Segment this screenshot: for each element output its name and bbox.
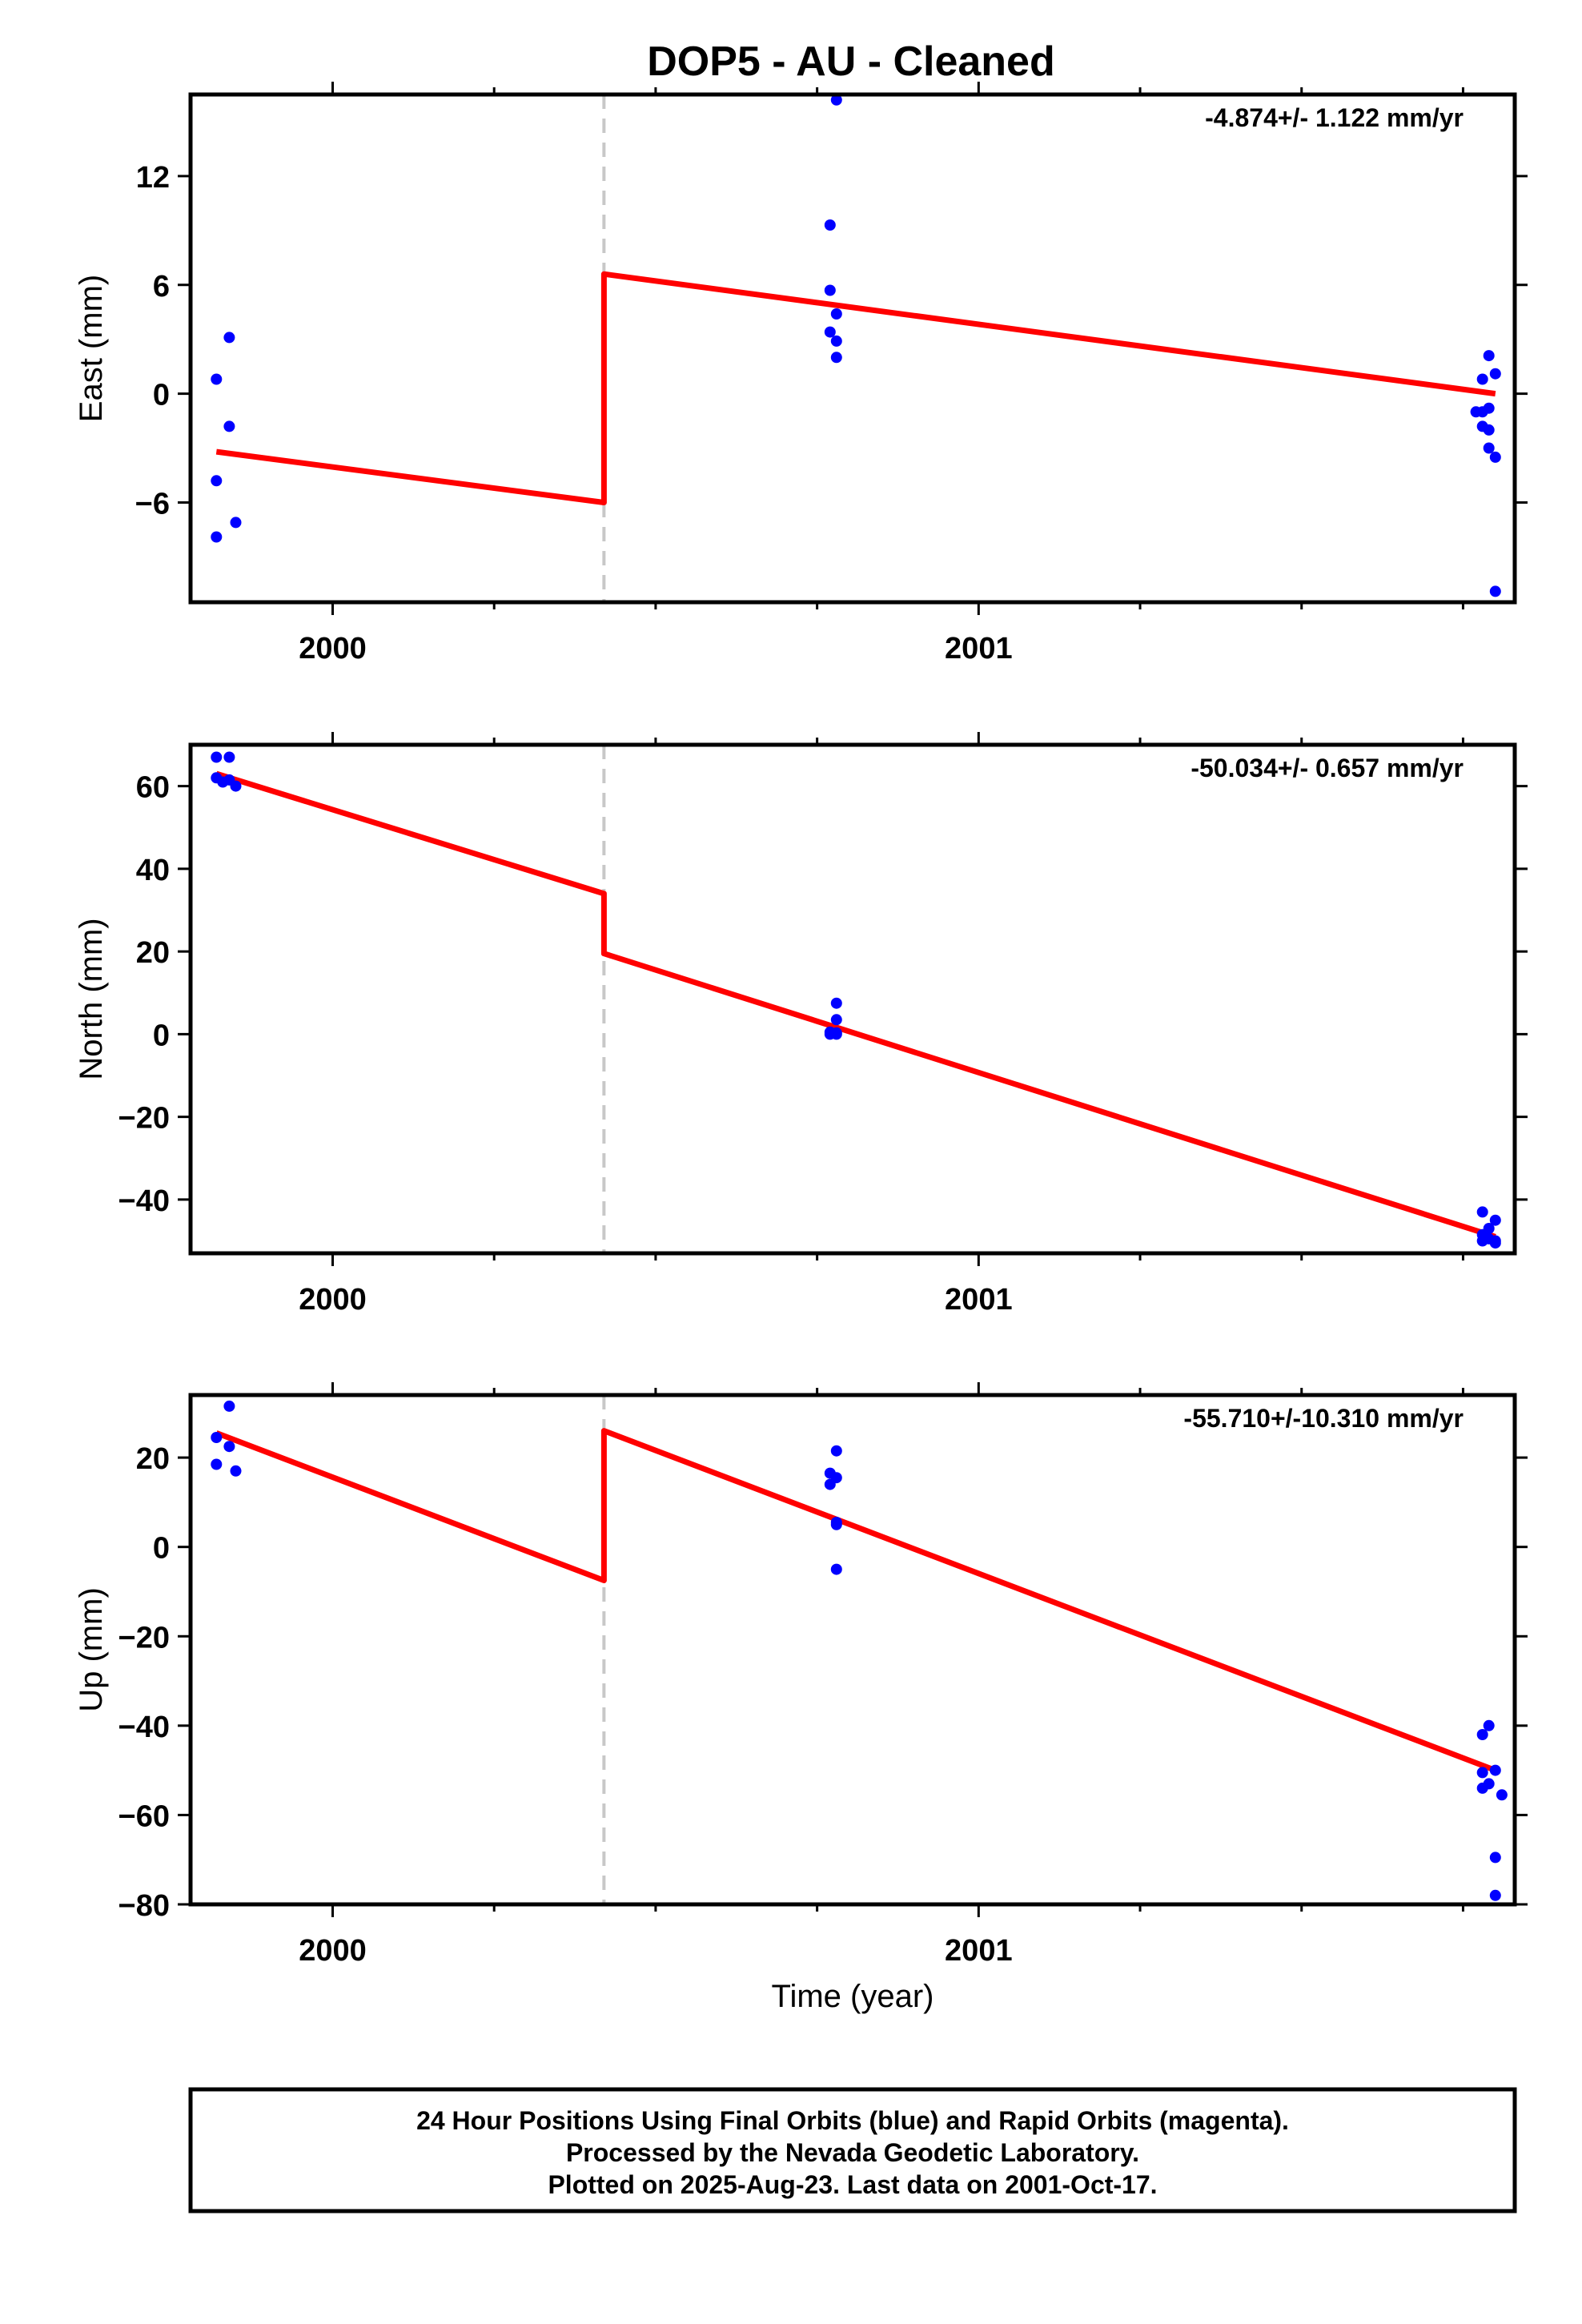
rate-label: -4.874+/- 1.122 mm/yr (1205, 103, 1464, 132)
rate-label: -55.710+/-10.310 mm/yr (1183, 1404, 1464, 1433)
figure-title: DOP5 - AU - Cleaned (647, 38, 1055, 85)
y-tick-label: −60 (118, 1799, 170, 1833)
y-tick-label: 6 (153, 270, 170, 304)
data-point (830, 352, 842, 364)
data-point (211, 373, 223, 385)
data-point (223, 1441, 235, 1453)
panel-3: −80 −60 −40 −20 0 20 2000 2001 -55.710+/-10.310 … (74, 1382, 1528, 2014)
data-point (830, 308, 842, 320)
model-fit-line (215, 770, 1496, 1240)
data-point (1489, 585, 1501, 597)
footer-line-2: Processed by the Nevada Geodetic Laborat… (566, 2138, 1139, 2167)
x-tick-label: 2001 (945, 1934, 1013, 1968)
data-point (1489, 451, 1501, 463)
y-axis-label: East (mm) (74, 275, 109, 422)
data-point (1489, 1852, 1501, 1864)
y-axis-label: North (mm) (74, 918, 109, 1080)
data-point (830, 1014, 842, 1026)
data-point (1476, 1235, 1488, 1247)
y-tick-label: 20 (136, 936, 170, 970)
plot-frame (188, 92, 1517, 605)
data-point (211, 1458, 223, 1470)
data-point (1489, 1237, 1501, 1249)
data-point (230, 517, 242, 529)
y-tick-label: 0 (153, 1019, 170, 1052)
y-tick-label: 0 (153, 379, 170, 412)
data-point (830, 997, 842, 1009)
plot-frame (188, 1393, 1517, 1907)
data-point (1489, 1214, 1501, 1226)
data-point (1489, 368, 1501, 380)
y-tick-label: −40 (118, 1711, 170, 1744)
data-point (830, 1445, 842, 1457)
data-point (223, 751, 235, 763)
y-axis-label: Up (mm) (74, 1587, 109, 1712)
data-point (211, 475, 223, 487)
y-tick-label: −20 (118, 1102, 170, 1136)
y-tick-label: −40 (118, 1184, 170, 1218)
rate-label: -50.034+/- 0.657 mm/yr (1191, 754, 1464, 782)
data-point (1483, 350, 1495, 362)
y-tick-label: 0 (153, 1532, 170, 1566)
footer-line-1: 24 Hour Positions Using Final Orbits (bl… (416, 2106, 1289, 2135)
data-point (223, 1400, 235, 1412)
y-tick-label: 20 (136, 1442, 170, 1476)
data-point (830, 94, 842, 106)
model-fit-line (215, 271, 1496, 505)
data-point (211, 531, 223, 543)
panel-1: −6 0 6 12 2000 2001 -4.874+/- 1.122 mm/yr East … (74, 82, 1528, 665)
data-point (1483, 402, 1495, 414)
data-point (830, 335, 842, 347)
data-point (1476, 1767, 1488, 1779)
x-tick-label: 2000 (299, 1283, 367, 1317)
data-point (824, 1478, 836, 1490)
x-axis-label: Time (year) (772, 1979, 934, 2014)
data-point (1476, 1729, 1488, 1740)
footer-line-3: Plotted on 2025-Aug-23. Last data on 200… (548, 2170, 1157, 2199)
data-point (824, 326, 836, 338)
data-point (1489, 1889, 1501, 1901)
data-point (1476, 373, 1488, 385)
y-tick-label: 60 (136, 771, 170, 805)
data-point (1483, 442, 1495, 454)
data-point (211, 751, 223, 763)
panel-2: −40 −20 0 20 40 60 2000 2001 -50.034+/- 0.657 mm… (74, 732, 1528, 1317)
x-tick-label: 2001 (945, 1283, 1013, 1317)
data-point (830, 1563, 842, 1575)
data-point (223, 420, 235, 432)
y-tick-label: −20 (118, 1621, 170, 1655)
footer-box: 24 Hour Positions Using Final Orbits (bl… (188, 2087, 1517, 2213)
x-tick-label: 2001 (945, 632, 1013, 665)
plot-frame (188, 742, 1517, 1256)
data-point (223, 332, 235, 344)
data-point (230, 780, 242, 792)
y-tick-label: −6 (135, 487, 170, 521)
data-point (830, 1518, 842, 1530)
data-point (230, 1465, 242, 1477)
y-tick-label: 12 (136, 161, 170, 195)
data-point (1476, 1782, 1488, 1794)
data-point (211, 1432, 223, 1443)
y-tick-label: 40 (136, 854, 170, 887)
data-point (824, 284, 836, 296)
model-fit-line (215, 1428, 1497, 1773)
x-tick-label: 2000 (299, 632, 367, 665)
x-tick-label: 2000 (299, 1934, 367, 1968)
data-point (1476, 1206, 1488, 1218)
footer-frame (188, 2087, 1517, 2213)
data-point (1483, 424, 1495, 436)
data-point (1496, 1789, 1508, 1801)
y-tick-label: −80 (118, 1889, 170, 1923)
data-point (824, 1028, 836, 1040)
data-point (1483, 1719, 1495, 1731)
data-point (824, 219, 836, 231)
data-point (1489, 1764, 1501, 1776)
